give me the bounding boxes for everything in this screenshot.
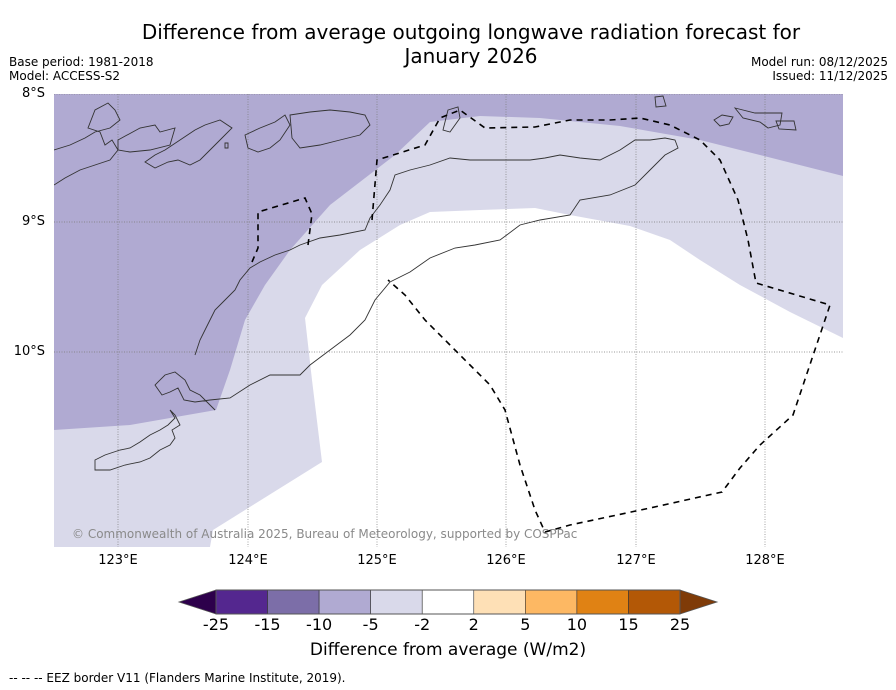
colorbar-segment bbox=[628, 589, 681, 615]
colorbar bbox=[177, 589, 719, 615]
colorbar-over-arrow bbox=[679, 589, 719, 615]
lon-label-127e: 127°E bbox=[616, 553, 656, 568]
model-run: Model run: 08/12/2025 bbox=[750, 55, 888, 69]
lon-label-125e: 125°E bbox=[357, 553, 397, 568]
colorbar-segment bbox=[421, 589, 475, 615]
colorbar-tick-label: 10 bbox=[566, 615, 588, 634]
colorbar-segment bbox=[215, 589, 268, 615]
meta-right: Model run: 08/12/2025 Issued: 11/12/2025 bbox=[751, 55, 888, 83]
coast-timor-north bbox=[154, 137, 679, 411]
region-minus10-minus5 bbox=[54, 94, 843, 430]
lat-label-8s: 8°S bbox=[21, 86, 45, 101]
colorbar-tick-label: 2 bbox=[468, 615, 479, 634]
coast-flores-west bbox=[54, 102, 121, 186]
coast-island-east-4 bbox=[775, 120, 797, 131]
coast-island-east-2 bbox=[713, 114, 734, 127]
colorbar-under-arrow bbox=[177, 589, 217, 615]
colorbar-tick-label: -25 bbox=[202, 615, 230, 634]
colorbar-tick-label: -5 bbox=[362, 615, 379, 634]
lat-label-9s: 9°S bbox=[21, 214, 45, 229]
coastlines bbox=[54, 95, 797, 471]
meta-left: Base period: 1981-2018 Model: ACCESS-S2 bbox=[9, 55, 154, 83]
coast-small-island-1 bbox=[224, 142, 229, 149]
colorbar-segment bbox=[370, 589, 423, 615]
eez-legend-note: -- -- -- EEZ border V11 (Flanders Marine… bbox=[9, 671, 346, 685]
title-line-2: January 2026 bbox=[404, 44, 538, 68]
lon-label-128e: 128°E bbox=[745, 553, 785, 568]
colorbar-segment bbox=[267, 589, 320, 615]
colorbar-tick-label: -2 bbox=[414, 615, 431, 634]
copyright-notice: © Commonwealth of Australia 2025, Bureau… bbox=[72, 527, 578, 541]
colorbar-tick-label: -10 bbox=[306, 615, 333, 634]
lon-label-124e: 124°E bbox=[228, 553, 268, 568]
eez-border bbox=[251, 109, 832, 533]
colorbar-segment bbox=[473, 589, 526, 615]
colorbar-segment bbox=[576, 589, 629, 615]
coast-flores bbox=[117, 124, 176, 153]
coast-island-east-3 bbox=[733, 107, 783, 129]
colorbar-tick-label: 15 bbox=[618, 615, 639, 634]
title-line-1: Difference from average outgoing longwav… bbox=[141, 20, 801, 44]
graticule bbox=[54, 94, 843, 547]
eez-border-main bbox=[371, 109, 832, 533]
coast-island-east-1 bbox=[654, 95, 667, 108]
base-period: Base period: 1981-2018 bbox=[9, 55, 154, 69]
issued-date: Issued: 11/12/2025 bbox=[772, 69, 888, 83]
eez-border-west-box bbox=[251, 197, 313, 263]
coast-timor-south bbox=[94, 409, 181, 471]
coast-wetar bbox=[289, 109, 371, 149]
lon-label-126e: 126°E bbox=[486, 553, 526, 568]
colorbar-segment bbox=[318, 589, 371, 615]
colorbar-tick-label: -15 bbox=[254, 615, 281, 634]
region-minus2-plus2 bbox=[210, 208, 843, 547]
coast-alor-area bbox=[144, 119, 233, 169]
colorbar-outline bbox=[215, 589, 681, 615]
colorbar-segment bbox=[525, 589, 578, 615]
map-plot-area bbox=[54, 94, 843, 547]
colorbar-tick-label: 25 bbox=[669, 615, 691, 634]
colorbar-tick-label: 5 bbox=[520, 615, 531, 634]
coast-island-ombai bbox=[442, 106, 461, 133]
lat-label-10s: 10°S bbox=[13, 344, 45, 359]
model-name: Model: ACCESS-S2 bbox=[9, 69, 121, 83]
coast-island-mid bbox=[244, 114, 291, 153]
chart-title: Difference from average outgoing longwav… bbox=[0, 20, 896, 68]
colorbar-label: Difference from average (W/m2) bbox=[309, 640, 587, 660]
lon-label-123e: 123°E bbox=[98, 553, 138, 568]
